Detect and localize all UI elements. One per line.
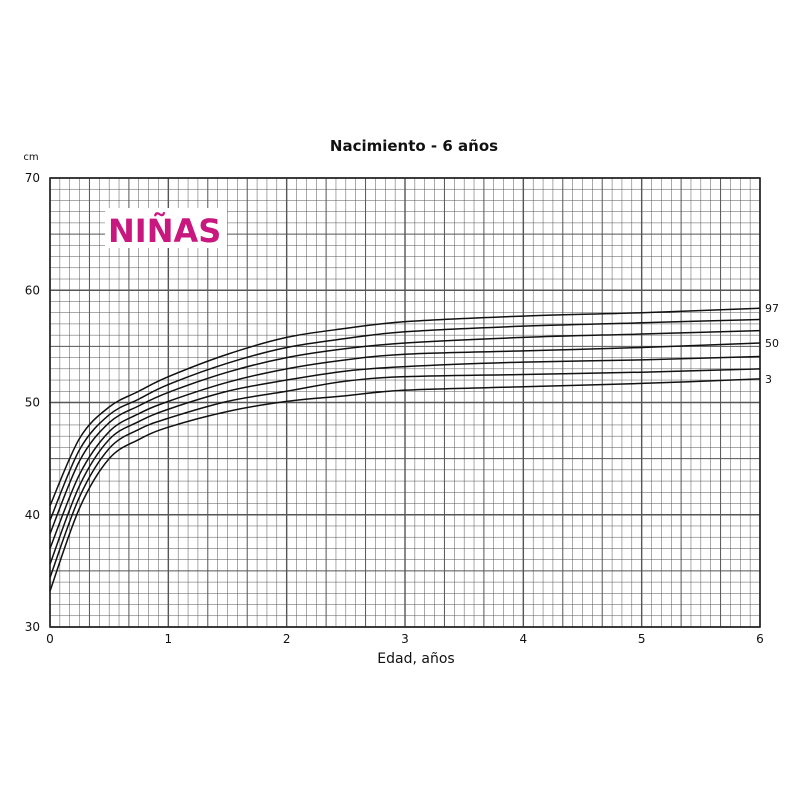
y-tick-label: 40	[25, 508, 40, 522]
x-tick-label: 6	[756, 632, 764, 646]
y-tick-label: 70	[25, 171, 40, 185]
percentile-97-curve	[49, 307, 761, 507]
badge-background	[105, 208, 227, 248]
percentile-3-label: 3	[765, 373, 772, 386]
axis-ticks: 0 1 2 3 4 5 6 30 40 50 60 70	[25, 171, 764, 646]
percentile-curves	[49, 307, 761, 592]
percentile-97-label: 97	[765, 302, 779, 315]
percentile-3-curve	[49, 378, 761, 592]
percentile-labels: 97 50 3	[765, 302, 779, 386]
y-axis-unit: cm	[23, 152, 38, 163]
y-tick-label: 50	[25, 396, 40, 410]
plot-frame	[49, 177, 761, 628]
y-tick-label: 30	[25, 620, 40, 634]
x-tick-label: 1	[165, 632, 173, 646]
x-axis-label: Edad, años	[377, 651, 454, 667]
percentile-50-label: 50	[765, 337, 779, 350]
x-tick-label: 3	[401, 632, 409, 646]
percentile-50-curve	[49, 342, 761, 549]
percentile-curve	[49, 329, 761, 535]
chart-title: Nacimiento - 6 años	[330, 137, 498, 155]
x-tick-label: 2	[283, 632, 291, 646]
x-tick-label: 5	[638, 632, 646, 646]
y-tick-label: 60	[25, 283, 40, 297]
x-tick-label: 4	[520, 632, 528, 646]
plot-grid	[49, 177, 761, 628]
percentile-curve	[49, 355, 761, 565]
percentile-curve	[49, 318, 761, 521]
x-tick-label: 0	[46, 632, 54, 646]
percentile-curve	[49, 368, 761, 578]
girls-badge: NIÑAS	[108, 212, 221, 250]
